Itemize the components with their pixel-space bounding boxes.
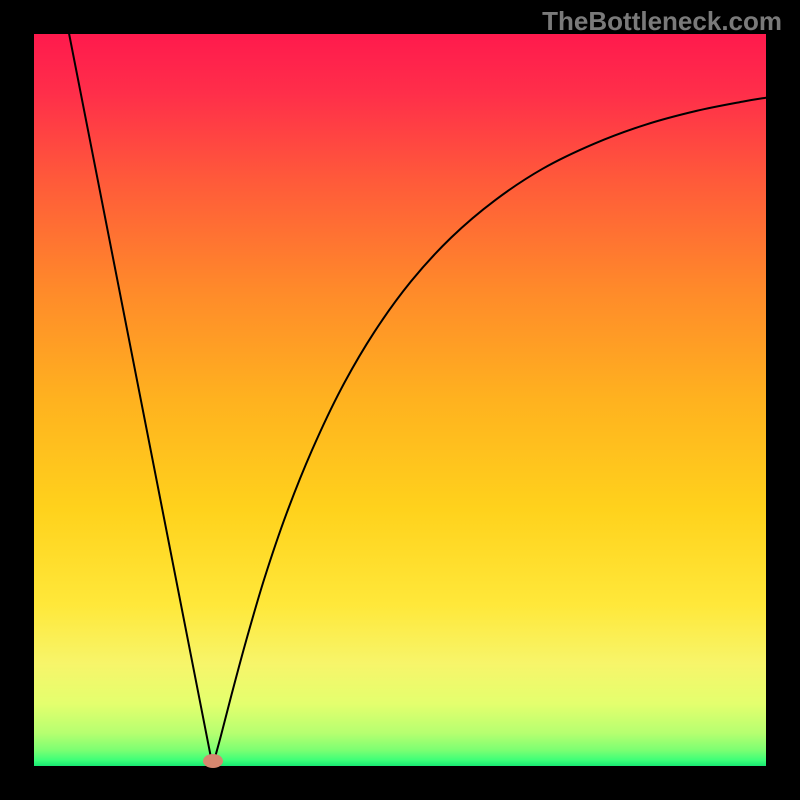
minimum-marker	[203, 754, 223, 768]
chart-svg	[34, 34, 766, 766]
bottleneck-curve	[69, 34, 766, 766]
watermark-text: TheBottleneck.com	[542, 6, 782, 37]
chart-plot-area	[34, 34, 766, 766]
